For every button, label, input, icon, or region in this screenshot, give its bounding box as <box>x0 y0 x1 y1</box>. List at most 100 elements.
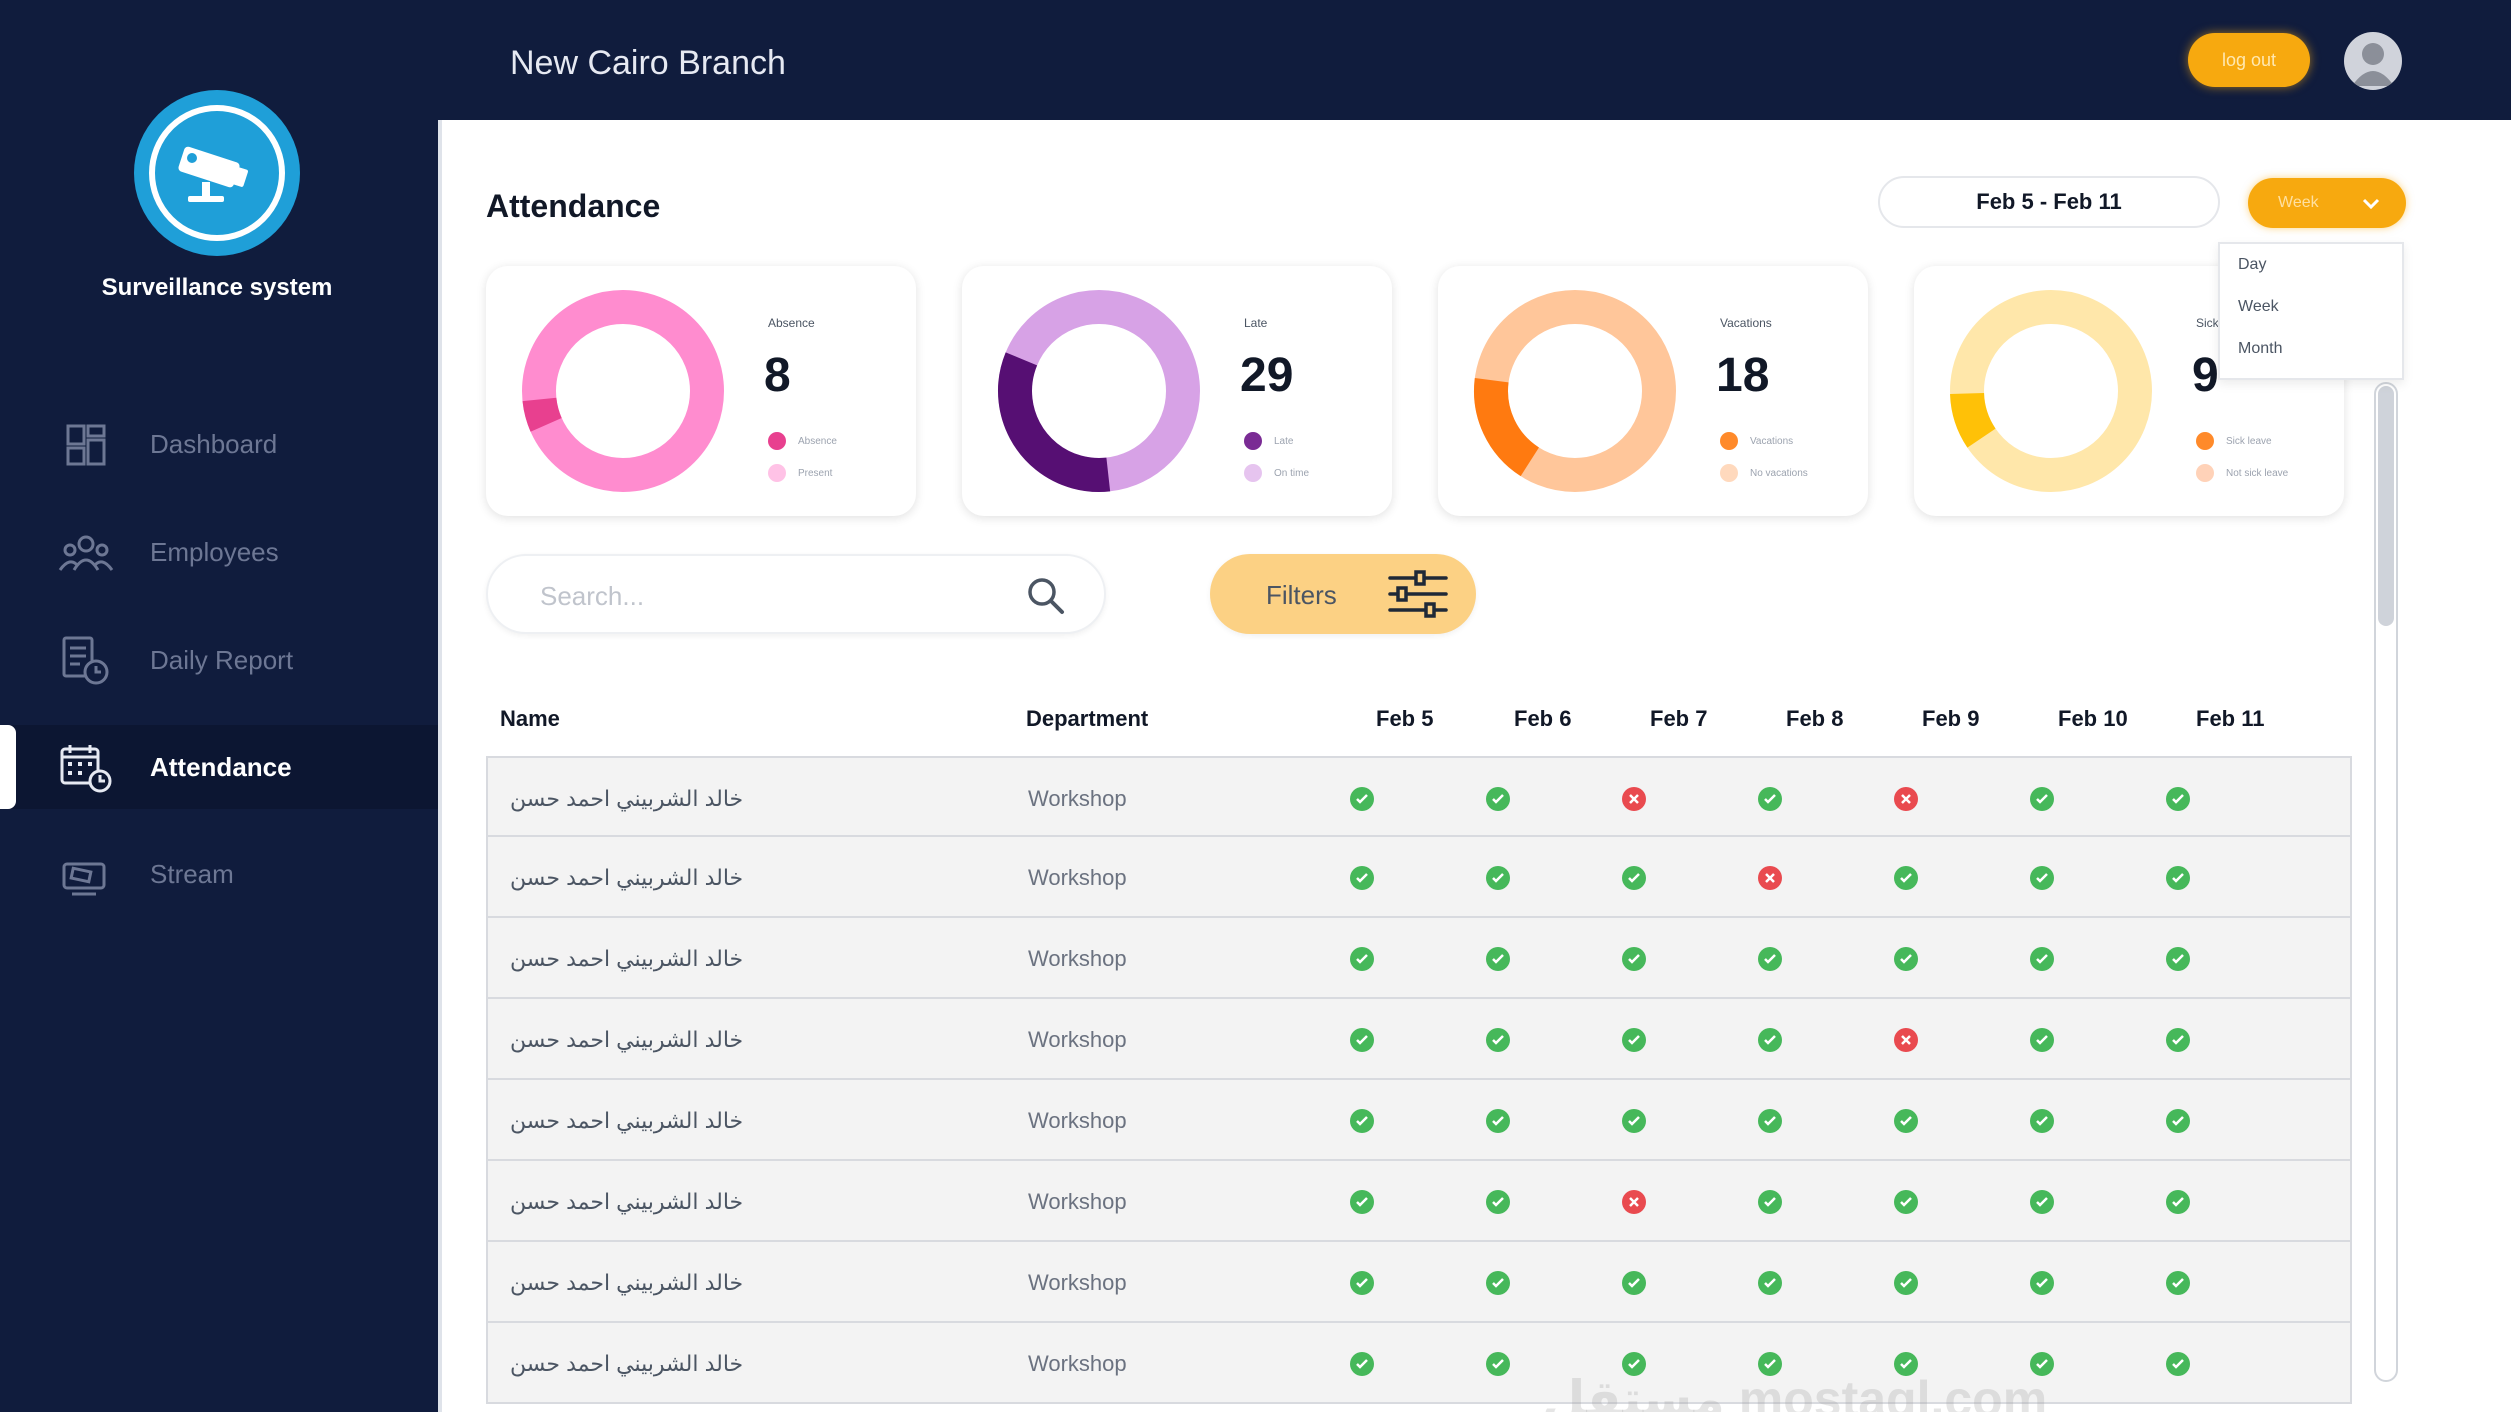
employee-department: Workshop <box>1028 1351 1127 1376</box>
logout-button[interactable]: log out <box>2188 33 2310 87</box>
table-row[interactable]: خالد الشربيني احمد حسن Workshop <box>486 1242 2352 1323</box>
absent-x-icon <box>1622 1190 1646 1214</box>
present-check-icon <box>2030 866 2054 890</box>
logo <box>134 90 300 256</box>
sidebar-item-label: Dashboard <box>150 428 278 459</box>
camera-icon <box>149 105 285 241</box>
present-check-icon <box>2166 947 2190 971</box>
legend-dot <box>768 432 786 450</box>
legend-label: No vacations <box>1750 467 1808 479</box>
period-option-day[interactable]: Day <box>2238 256 2267 273</box>
employee-name: خالد الشربيني احمد حسن <box>510 1270 744 1295</box>
present-check-icon <box>2166 1271 2190 1295</box>
date-range-picker[interactable]: Feb 5 - Feb 11 <box>1878 176 2220 228</box>
search-input[interactable] <box>540 578 1000 614</box>
employee-department: Workshop <box>1028 865 1127 890</box>
legend-label: Sick leave <box>2226 435 2272 447</box>
column-header-department: Department <box>1026 706 1149 731</box>
present-check-icon <box>1350 787 1374 811</box>
sidebar-item-employees[interactable]: Employees <box>0 510 438 594</box>
employee-name: خالد الشربيني احمد حسن <box>510 1189 744 1214</box>
present-check-icon <box>1758 947 1782 971</box>
stat-value: 8 <box>764 349 791 402</box>
donut-accent-segment <box>1950 290 2152 492</box>
sidebar: Surveillance system Dashboard Employees … <box>0 0 438 1412</box>
legend-dot <box>2196 432 2214 450</box>
period-option-month[interactable]: Month <box>2238 340 2283 357</box>
present-check-icon <box>1486 1352 1510 1376</box>
present-check-icon <box>1758 1028 1782 1052</box>
sidebar-item-label: Attendance <box>150 751 292 782</box>
legend-item: Not sick leave <box>2196 464 2288 482</box>
legend-item: No vacations <box>1720 464 1808 482</box>
table-row[interactable]: خالد الشربيني احمد حسن Workshop <box>486 1323 2352 1404</box>
vacations-donut-chart <box>1474 290 1676 492</box>
user-icon <box>2352 43 2394 86</box>
top-header: New Cairo Branch log out <box>438 0 2511 120</box>
present-check-icon <box>1350 866 1374 890</box>
employee-department: Workshop <box>1028 786 1127 811</box>
present-check-icon <box>1350 1271 1374 1295</box>
legend-dot <box>1720 432 1738 450</box>
column-header-name: Name <box>500 706 560 731</box>
stream-icon <box>62 862 106 896</box>
present-check-icon <box>1622 1271 1646 1295</box>
present-check-icon <box>2030 1352 2054 1376</box>
sidebar-item-label: Employees <box>150 536 279 567</box>
present-check-icon <box>1758 1271 1782 1295</box>
legend-dot <box>1244 464 1262 482</box>
present-check-icon <box>2030 1190 2054 1214</box>
employee-department: Workshop <box>1028 1189 1127 1214</box>
period-selected: Week <box>2278 194 2319 211</box>
period-select[interactable]: Week <box>2248 178 2406 228</box>
search-icon[interactable] <box>1024 574 1068 618</box>
table-row[interactable]: خالد الشربيني احمد حسن Workshop <box>486 999 2352 1080</box>
present-check-icon <box>2166 1028 2190 1052</box>
sliders-icon <box>1388 570 1448 618</box>
present-check-icon <box>2166 866 2190 890</box>
column-header-day: Feb 5 <box>1376 706 1434 731</box>
period-option-week[interactable]: Week <box>2238 298 2279 315</box>
employee-department: Workshop <box>1028 946 1127 971</box>
present-check-icon <box>1758 1109 1782 1133</box>
present-check-icon <box>1894 866 1918 890</box>
legend-item: Vacations <box>1720 432 1793 450</box>
search-box <box>486 554 1106 634</box>
period-dropdown: Day Week Month <box>2218 242 2404 380</box>
table-row[interactable]: خالد الشربيني احمد حسن Workshop <box>486 1080 2352 1161</box>
chevron-down-icon <box>2362 198 2380 210</box>
avatar[interactable] <box>2344 32 2402 90</box>
present-check-icon <box>1486 787 1510 811</box>
sidebar-item-daily-report[interactable]: Daily Report <box>0 618 438 702</box>
legend-label: Not sick leave <box>2226 467 2289 479</box>
stat-card-late: Late 29 Late On time <box>962 266 1392 516</box>
sidebar-item-attendance[interactable]: Attendance <box>0 725 438 809</box>
filters-button[interactable]: Filters <box>1210 554 1476 634</box>
sidebar-item-dashboard[interactable]: Dashboard <box>0 402 438 486</box>
table-row[interactable]: خالد الشربيني احمد حسن Workshop <box>486 837 2352 918</box>
present-check-icon <box>1486 1028 1510 1052</box>
sick-donut-chart <box>1950 290 2152 492</box>
present-check-icon <box>2166 1190 2190 1214</box>
donut-base-segment <box>1950 290 2152 492</box>
column-header-day: Feb 7 <box>1650 706 1708 731</box>
present-check-icon <box>1622 1352 1646 1376</box>
stat-value: 9 <box>2192 349 2219 402</box>
stat-card-absence: Absence 8 Absence Present <box>486 266 916 516</box>
column-header-day: Feb 10 <box>2058 706 2128 731</box>
present-check-icon <box>1486 1271 1510 1295</box>
late-donut-chart <box>998 290 1200 492</box>
table-row[interactable]: خالد الشربيني احمد حسن Workshop <box>486 756 2352 837</box>
scrollbar-thumb[interactable] <box>2378 386 2394 626</box>
legend-item: Absence <box>768 432 837 450</box>
absence-donut-chart <box>522 290 724 492</box>
table-row[interactable]: خالد الشربيني احمد حسن Workshop <box>486 918 2352 999</box>
employees-icon <box>58 535 114 571</box>
scrollbar[interactable] <box>2374 382 2398 1382</box>
legend-label: Late <box>1274 435 1294 447</box>
table-row[interactable]: خالد الشربيني احمد حسن Workshop <box>486 1161 2352 1242</box>
present-check-icon <box>2166 1109 2190 1133</box>
employee-name: خالد الشربيني احمد حسن <box>510 1108 744 1133</box>
daily-report-icon <box>62 636 109 685</box>
sidebar-item-stream[interactable]: Stream <box>0 832 438 916</box>
